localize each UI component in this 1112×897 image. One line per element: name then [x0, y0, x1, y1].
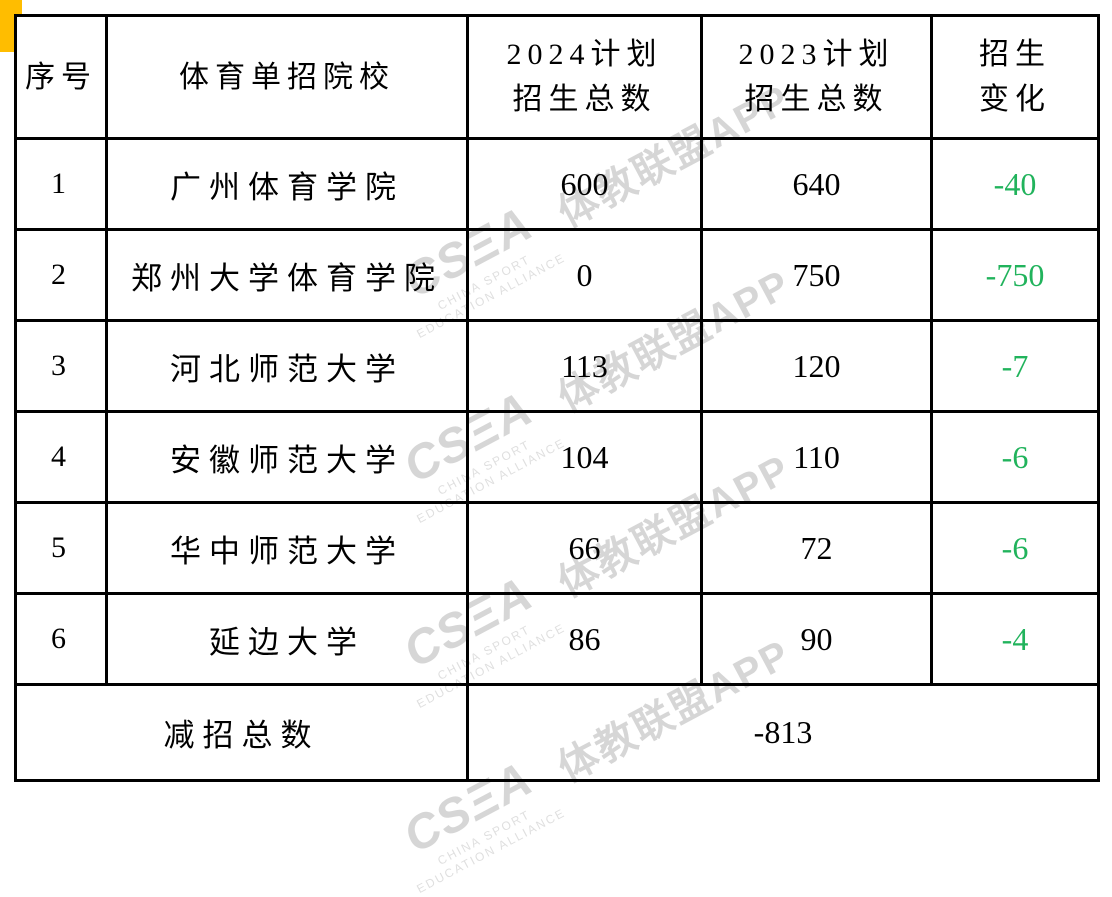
cell-school: 延边大学 — [105, 592, 469, 686]
header-cell-plan2024: 2024计划 招生总数 — [466, 14, 703, 140]
cell-plan2024: 113 — [466, 319, 703, 413]
table-row: 1 广州体育学院 600 640 -40 — [14, 137, 1100, 231]
footer-row: 减招总数 -813 — [14, 683, 1100, 782]
header-row: 序号 体育单招院校 2024计划 招生总数 2023计划 招生总数 招生 变化 — [14, 14, 1100, 140]
header-plan2023-line2: 招生总数 — [744, 83, 889, 116]
header-plan2023-line1: 2023计划 — [738, 38, 895, 71]
cell-plan2024: 86 — [466, 592, 703, 686]
cell-index: 2 — [14, 228, 108, 322]
cell-plan2024: 0 — [466, 228, 703, 322]
cell-index: 1 — [14, 137, 108, 231]
enrollment-table: 序号 体育单招院校 2024计划 招生总数 2023计划 招生总数 招生 变化 … — [14, 14, 1100, 782]
cell-plan2023: 640 — [700, 137, 933, 231]
cell-index: 6 — [14, 592, 108, 686]
table-row: 5 华中师范大学 66 72 -6 — [14, 501, 1100, 595]
header-change-line2: 变化 — [979, 83, 1051, 116]
cell-school: 郑州大学体育学院 — [105, 228, 469, 322]
header-cell-index: 序号 — [14, 14, 108, 140]
cell-plan2023: 110 — [700, 410, 933, 504]
cell-plan2024: 600 — [466, 137, 703, 231]
cell-change: -750 — [930, 228, 1100, 322]
table-row: 4 安徽师范大学 104 110 -6 — [14, 410, 1100, 504]
watermark-caption: EDUCATION ALLIANCE — [414, 805, 568, 897]
cell-index: 5 — [14, 501, 108, 595]
table-row: 3 河北师范大学 113 120 -7 — [14, 319, 1100, 413]
cell-plan2023: 120 — [700, 319, 933, 413]
cell-plan2023: 72 — [700, 501, 933, 595]
cell-school: 广州体育学院 — [105, 137, 469, 231]
cell-change: -6 — [930, 501, 1100, 595]
header-cell-change: 招生 变化 — [930, 14, 1100, 140]
cell-change: -6 — [930, 410, 1100, 504]
footer-label-cell: 减招总数 — [14, 683, 469, 782]
cell-school: 华中师范大学 — [105, 501, 469, 595]
watermark-caption: CHINA SPORT — [435, 807, 533, 868]
header-cell-school: 体育单招院校 — [105, 14, 469, 140]
table-row: 6 延边大学 86 90 -4 — [14, 592, 1100, 686]
cell-index: 4 — [14, 410, 108, 504]
footer-total-cell: -813 — [466, 683, 1100, 782]
table-row: 2 郑州大学体育学院 0 750 -750 — [14, 228, 1100, 322]
cell-plan2024: 104 — [466, 410, 703, 504]
header-cell-plan2023: 2023计划 招生总数 — [700, 14, 933, 140]
cell-school: 安徽师范大学 — [105, 410, 469, 504]
gold-corner-bleed — [0, 0, 22, 16]
cell-plan2023: 750 — [700, 228, 933, 322]
header-plan2024-line2: 招生总数 — [512, 83, 657, 116]
cell-change: -7 — [930, 319, 1100, 413]
header-plan2024-line1: 2024计划 — [506, 38, 663, 71]
cell-plan2023: 90 — [700, 592, 933, 686]
cell-school: 河北师范大学 — [105, 319, 469, 413]
cell-index: 3 — [14, 319, 108, 413]
cell-change: -40 — [930, 137, 1100, 231]
header-change-line1: 招生 — [979, 38, 1051, 71]
cell-plan2024: 66 — [466, 501, 703, 595]
cell-change: -4 — [930, 592, 1100, 686]
